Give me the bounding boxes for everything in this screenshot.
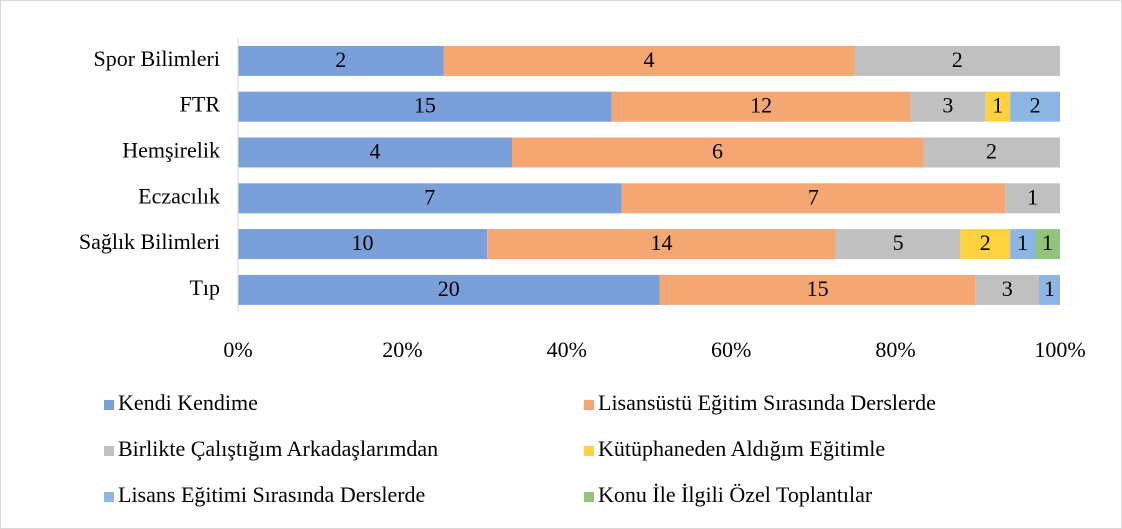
legend-swatch	[584, 446, 594, 456]
y-tick-label: Tıp	[189, 275, 220, 300]
data-label: 1	[1027, 184, 1038, 209]
legend-swatch	[104, 492, 114, 502]
bar-segment	[835, 229, 961, 260]
data-label: 4	[370, 139, 381, 164]
bar-segment	[238, 137, 512, 168]
x-tick-label: 20%	[382, 337, 422, 362]
y-tick-label: Hemşirelik	[122, 138, 220, 163]
bar-segment	[238, 183, 622, 214]
bar-segment	[1038, 274, 1060, 305]
bar-segment	[1010, 91, 1060, 122]
bar-segment	[487, 229, 836, 260]
bar-segment	[621, 183, 1006, 214]
x-tick-label: 100%	[1034, 337, 1085, 362]
data-label: 2	[952, 47, 963, 72]
data-label: 12	[750, 93, 772, 118]
bar-segment	[985, 91, 1011, 122]
bar-segment	[923, 137, 1060, 168]
bar-segment	[1035, 229, 1060, 260]
data-label: 1	[1044, 276, 1055, 301]
y-tick-label: FTR	[180, 92, 221, 117]
legend-label: Lisansüstü Eğitim Sırasında Derslerde	[598, 390, 936, 415]
data-label: 1	[1042, 230, 1053, 255]
data-label: 10	[352, 230, 374, 255]
data-label: 6	[712, 139, 723, 164]
data-label: 3	[1002, 276, 1013, 301]
bar-segment	[1010, 229, 1036, 260]
bar-segment	[611, 91, 911, 122]
legend-label: Kütüphaneden Aldığım Eğitimle	[598, 436, 885, 461]
data-label: 20	[438, 276, 460, 301]
legend-label: Lisans Eğitimi Sırasında Derslerde	[118, 482, 425, 507]
data-label: 7	[808, 184, 819, 209]
data-label: 2	[335, 47, 346, 72]
bar-segment	[238, 45, 444, 76]
legend-swatch	[584, 400, 594, 410]
data-label: 2	[1030, 93, 1041, 118]
bar-segment	[238, 91, 612, 122]
y-tick-label: Sağlık Bilimleri	[79, 229, 220, 254]
legend-label: Konu İle İlgili Özel Toplantılar	[598, 482, 873, 507]
data-label: 15	[414, 93, 436, 118]
data-label: 2	[980, 230, 991, 255]
data-label: 15	[807, 276, 829, 301]
bar-segment	[659, 274, 976, 305]
data-label: 5	[893, 230, 904, 255]
bar-segment	[443, 45, 855, 76]
legend-swatch	[584, 492, 594, 502]
bar-segment	[1005, 183, 1060, 214]
data-label: 4	[644, 47, 655, 72]
bar-segment	[238, 274, 660, 305]
bar-segment	[975, 274, 1039, 305]
legend-swatch	[104, 446, 114, 456]
bar-segment	[854, 45, 1060, 76]
data-label: 3	[942, 93, 953, 118]
bar-segment	[512, 137, 923, 168]
legend-label: Birlikte Çalıştığım Arkadaşlarımdan	[118, 436, 438, 461]
bar-segment	[238, 229, 488, 260]
data-label: 1	[1017, 230, 1028, 255]
bar-segment	[910, 91, 986, 122]
y-tick-label: Spor Bilimleri	[94, 46, 221, 71]
x-tick-label: 60%	[711, 337, 751, 362]
x-tick-label: 0%	[223, 337, 252, 362]
y-tick-label: Eczacılık	[138, 183, 220, 208]
data-label: 1	[992, 93, 1003, 118]
legend-label: Kendi Kendime	[118, 390, 258, 415]
data-label: 14	[650, 230, 672, 255]
x-tick-label: 40%	[547, 337, 587, 362]
x-tick-label: 80%	[875, 337, 915, 362]
data-label: 7	[424, 184, 435, 209]
data-label: 2	[986, 139, 997, 164]
legend-swatch	[104, 400, 114, 410]
bar-segment	[960, 229, 1011, 260]
